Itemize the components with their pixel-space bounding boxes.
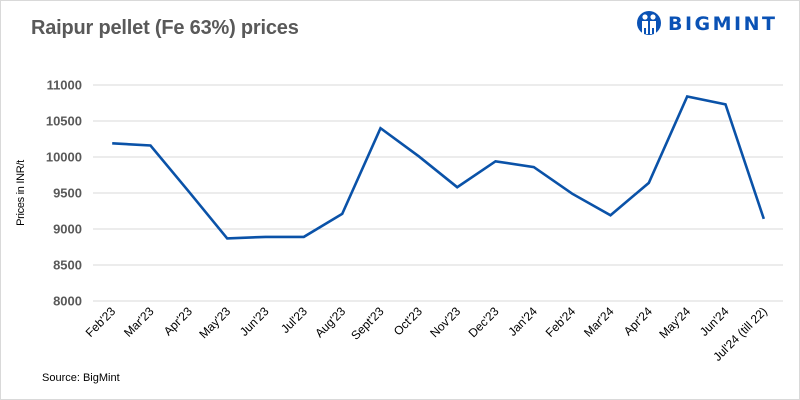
- brand-name: BIGMINT: [668, 13, 778, 35]
- x-tick-label: Mar'23: [121, 304, 157, 340]
- bigmint-people-icon: [637, 11, 661, 35]
- y-tick-label: 8000: [53, 294, 82, 309]
- x-tick-label: Jan'24: [505, 304, 540, 339]
- y-tick-label: 11000: [47, 78, 82, 93]
- x-tick-label: Oct'23: [391, 304, 425, 338]
- x-tick-label: Jun'24: [697, 304, 732, 339]
- x-tick-label: Aug'23: [312, 304, 348, 340]
- y-tick-label: 10500: [46, 114, 82, 129]
- bigmint-logo: BIGMINT: [636, 8, 778, 40]
- x-tick-label: Jul'23: [278, 304, 310, 336]
- price-line: [112, 95, 766, 240]
- y-tick-label: 9000: [53, 222, 82, 237]
- x-tick-label: Feb'24: [543, 304, 579, 340]
- y-tick-label: 9500: [53, 186, 82, 201]
- y-tick-label: 10000: [46, 150, 82, 165]
- x-tick-label: Feb'23: [83, 304, 119, 340]
- x-tick-label: Mar'24: [581, 304, 617, 340]
- x-tick-label: Apr'23: [161, 304, 195, 338]
- x-tick-label: Jun'23: [237, 304, 272, 339]
- source-note: Source: BigMint: [42, 372, 120, 384]
- y-tick-label: 8500: [53, 258, 82, 273]
- x-tick-label: Nov'23: [427, 304, 463, 340]
- x-tick-label: May'24: [656, 304, 693, 341]
- x-tick-label: Apr'24: [621, 304, 655, 338]
- x-tick-label: Dec'23: [466, 304, 502, 340]
- chart-title: Raipur pellet (Fe 63%) prices: [31, 17, 299, 39]
- x-tick-label: May'23: [196, 304, 233, 341]
- x-tick-label: Sept'23: [348, 304, 387, 343]
